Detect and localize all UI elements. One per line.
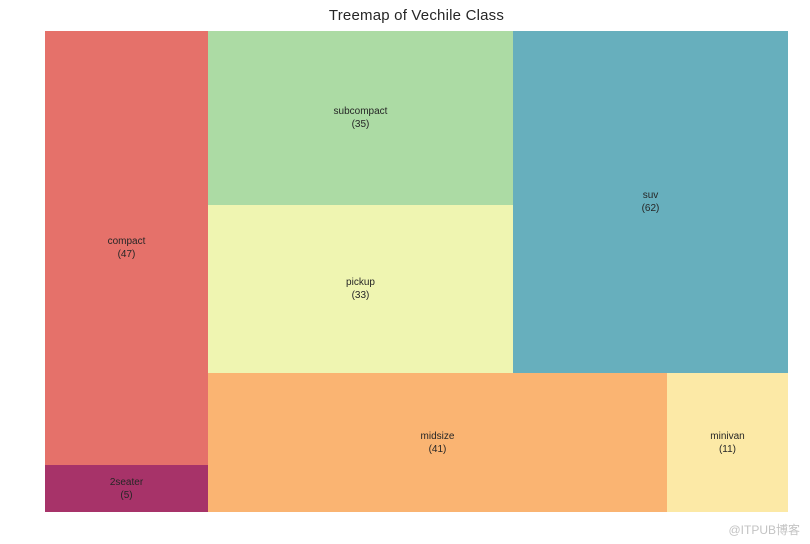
treemap-cell-midsize: midsize (41)	[208, 373, 667, 512]
cell-category-name: minivan	[710, 430, 745, 442]
cell-value: (11)	[718, 443, 737, 455]
cell-category-name: subcompact	[333, 106, 388, 117]
cell-category-name: suv	[642, 190, 659, 201]
cell-value: (47)	[117, 249, 136, 260]
treemap-plot: 2seater (5) compact (47) midsize (41) minivan(…	[45, 31, 788, 512]
treemap-cell-suv: suv (62)	[513, 31, 788, 373]
treemap-cell-subcompact: subcompact (35)	[208, 31, 513, 205]
chart-title: Treemap of Vechile Class	[328, 7, 505, 24]
cell-category-name: midsize	[420, 430, 455, 442]
cell-value: (33)	[351, 290, 370, 301]
treemap-cell-compact: compact (47)	[45, 31, 208, 465]
cell-category-name: 2seater	[109, 476, 144, 488]
treemap-cell-minivan: minivan (11)	[667, 373, 788, 512]
treemap-cell-label: pickup (33)	[346, 276, 375, 302]
treemap-cell-label: minivan (11)	[710, 430, 744, 456]
treemap-cell-2seater: 2seater (5)	[45, 465, 208, 512]
cell-value: (62)	[641, 203, 660, 214]
treemap-cell-label: compact (47)	[108, 235, 146, 261]
cell-value: (35)	[351, 119, 370, 130]
treemap-cell-label: 2seater (5)	[110, 476, 143, 502]
treemap-cell-label: midsize (41)	[421, 430, 455, 456]
cell-value: (41)	[428, 443, 447, 455]
cell-category-name: pickup	[346, 277, 375, 288]
treemap-cell-label: suv (62)	[642, 189, 660, 215]
cell-category-name: compact	[107, 236, 146, 247]
cell-value: (5)	[120, 489, 133, 501]
treemap-cell-pickup: pickup (33)	[208, 205, 513, 373]
watermark: @ITPUB博客	[728, 523, 800, 537]
treemap-cell-label: subcompact (35)	[334, 105, 388, 131]
